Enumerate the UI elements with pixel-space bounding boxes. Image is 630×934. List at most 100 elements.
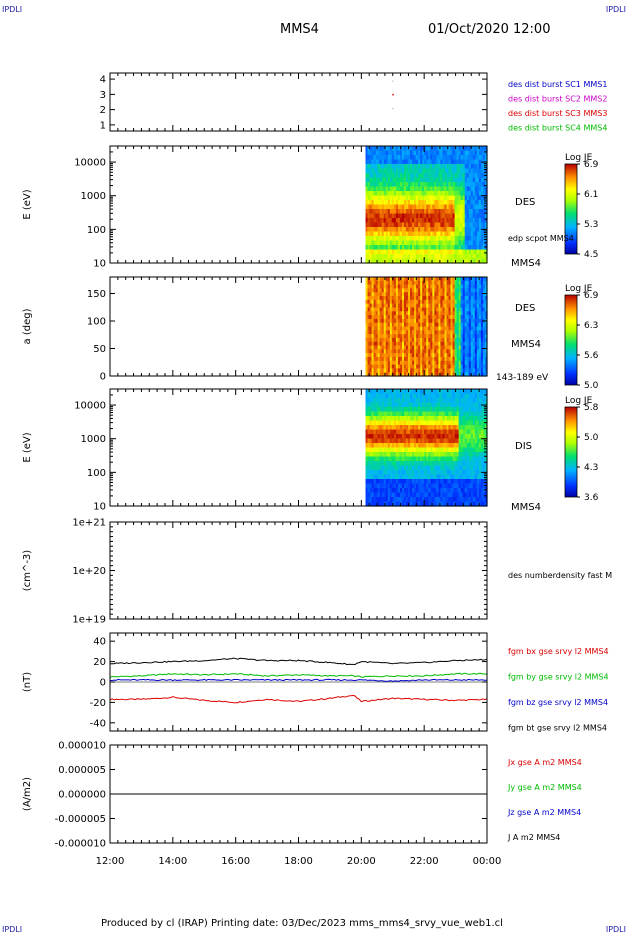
spectrogram-cell	[460, 236, 464, 242]
spectrogram-cell	[389, 307, 393, 312]
spectrogram-cell	[383, 461, 387, 467]
spectrogram-cell	[464, 349, 468, 354]
spectrogram-cell	[468, 434, 472, 440]
spectrogram-cell	[430, 326, 433, 331]
spectrogram-cell	[452, 398, 456, 404]
spectrogram-cell	[420, 443, 423, 449]
spectrogram-cell	[383, 479, 387, 485]
spectrogram-cell	[383, 447, 387, 453]
spectrogram-cell	[456, 483, 460, 489]
spectrogram-cell	[371, 213, 375, 219]
spectrogram-cell	[454, 236, 458, 242]
spectrogram-cell	[375, 447, 379, 453]
spectrogram-cell	[432, 443, 435, 449]
spectrogram-cell	[464, 443, 468, 449]
spectrogram-cell	[424, 245, 427, 251]
spectrogram-cell	[456, 204, 460, 210]
spectrogram-cell	[410, 349, 413, 354]
spectrogram-cell	[462, 461, 466, 467]
spectrogram-cell	[476, 429, 480, 435]
spectrogram-cell	[373, 186, 377, 192]
spectrogram-cell	[381, 307, 385, 312]
spectrogram-cell	[403, 353, 407, 358]
spectrogram-cell	[397, 173, 401, 179]
spectrogram-cell	[399, 364, 403, 369]
spectrogram-cell	[462, 447, 466, 453]
spectrogram-cell	[450, 322, 454, 328]
spectrogram-cell	[416, 222, 419, 228]
spectrogram-cell	[428, 337, 431, 343]
spectrogram-cell	[454, 465, 458, 471]
spectrogram-cell	[418, 299, 421, 305]
spectrogram-cell	[412, 456, 415, 462]
spectrogram-cell	[452, 501, 456, 507]
spectrogram-cell	[458, 240, 462, 246]
spectrogram-cell	[387, 182, 391, 188]
spectrogram-cell	[416, 488, 419, 494]
spectrogram-cell	[379, 470, 383, 476]
spectrogram-cell	[397, 334, 401, 339]
spectrogram-cell	[395, 296, 399, 301]
spectrogram-cell	[482, 292, 486, 297]
spectrogram-cell	[436, 150, 439, 156]
spectrogram-cell	[478, 389, 482, 395]
spectrogram-cell	[377, 474, 381, 480]
spectrogram-cell	[466, 497, 470, 503]
spectrogram-cell	[474, 218, 478, 224]
spectrogram-cell	[470, 356, 474, 362]
spectrogram-cell	[365, 186, 369, 192]
spectrogram-cell	[458, 155, 462, 161]
spectrogram-cell	[428, 456, 431, 462]
spectrogram-cell	[416, 218, 419, 224]
spectrogram-cell	[474, 254, 478, 260]
spectrogram-cell	[444, 236, 448, 242]
spectrogram-cell	[446, 249, 450, 255]
spectrogram-cell	[426, 258, 429, 264]
spectrogram-cell	[464, 218, 468, 224]
spectrogram-cell	[484, 168, 488, 174]
spectrogram-cell	[416, 182, 419, 188]
spectrogram-cell	[414, 492, 417, 498]
spectrogram-cell	[454, 254, 458, 260]
spectrogram-cell	[399, 372, 403, 377]
spectrogram-cell	[484, 326, 488, 331]
spectrogram-cell	[379, 231, 383, 237]
spectrogram-cell	[470, 465, 474, 471]
spectrogram-cell	[438, 322, 442, 328]
spectrogram-cell	[470, 492, 474, 498]
spectrogram-cell	[424, 461, 427, 467]
spectrogram-cell	[403, 258, 407, 264]
spectrogram-cell	[403, 322, 407, 328]
spectrogram-cell	[432, 326, 435, 331]
spectrogram-cell	[466, 186, 470, 192]
spectrogram-cell	[375, 311, 379, 316]
spectrogram-cell	[470, 245, 474, 251]
spectrogram-cell	[428, 356, 431, 362]
spectrogram-cell	[399, 501, 403, 507]
spectrogram-cell	[476, 299, 480, 305]
spectrogram-cell	[460, 146, 464, 152]
spectrogram-cell	[470, 425, 474, 431]
spectrogram-cell	[395, 146, 399, 152]
spectrogram-cell	[373, 411, 377, 417]
spectrogram-cell	[452, 277, 456, 282]
spectrogram-cell	[408, 337, 411, 343]
spectrogram-cell	[438, 249, 442, 255]
spectrogram-cell	[377, 318, 381, 324]
spectrogram-cell	[422, 501, 425, 507]
spectrogram-cell	[406, 164, 409, 170]
spectrogram-cell	[403, 452, 407, 458]
spectrogram-cell	[460, 452, 464, 458]
spectrogram-cell	[389, 465, 393, 471]
spectrogram-cell	[450, 334, 454, 339]
spectrogram-cell	[466, 168, 470, 174]
spectrogram-cell	[375, 296, 379, 301]
spectrogram-cell	[470, 349, 474, 354]
spectrogram-cell	[466, 292, 470, 297]
spectrogram-cell	[377, 452, 381, 458]
spectrogram-cell	[381, 372, 385, 377]
spectrogram-cell	[367, 492, 371, 498]
spectrogram-cell	[397, 307, 401, 312]
spectrogram-cell	[482, 368, 486, 373]
spectrogram-cell	[470, 456, 474, 462]
